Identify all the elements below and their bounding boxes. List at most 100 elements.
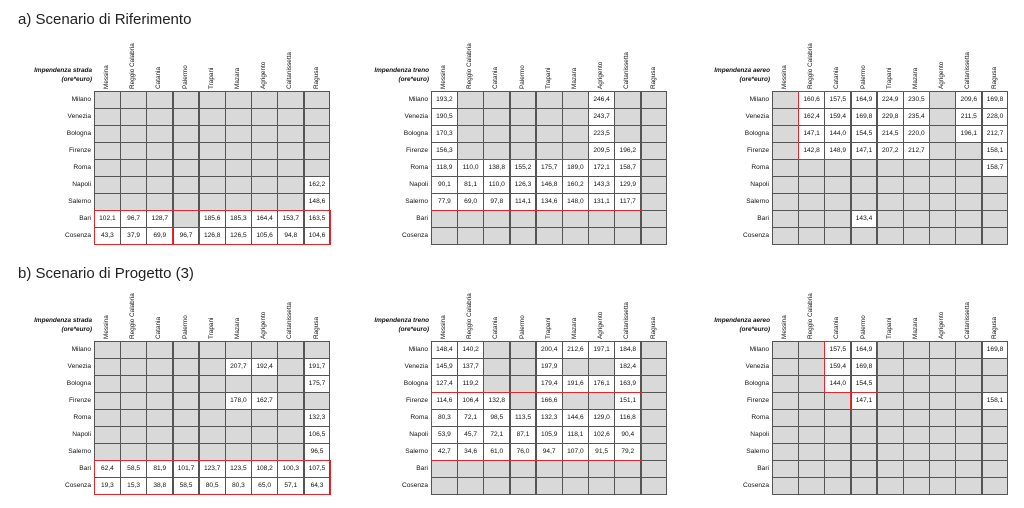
matrix-label: Impendenza treno xyxy=(374,317,429,324)
matrix-cell xyxy=(146,159,174,177)
matrix-cell xyxy=(277,125,305,143)
matrix-cell: 158,7 xyxy=(981,159,1009,177)
row-header: Salerno xyxy=(405,448,428,455)
matrix-cell xyxy=(483,108,511,126)
matrix-cell xyxy=(303,159,331,177)
matrix-cell xyxy=(483,142,511,160)
matrix-cell: 144,0 xyxy=(824,375,852,393)
matrix-cell xyxy=(772,341,799,359)
matrix-cell: 176,1 xyxy=(588,375,615,393)
column-header: Ragusa xyxy=(649,316,657,339)
matrix-cell xyxy=(955,426,983,444)
matrix-cell xyxy=(798,193,825,211)
matrix-cell xyxy=(640,227,668,245)
matrix-cell xyxy=(277,159,305,177)
matrix-cell xyxy=(562,91,589,109)
matrix-cell: 184,8 xyxy=(614,341,642,359)
matrix-cell: 128,7 xyxy=(146,210,174,228)
matrix-cell: 162,2 xyxy=(303,176,331,194)
matrix-cell xyxy=(876,341,904,359)
matrix-cell xyxy=(824,443,852,461)
matrix-cell: 58,5 xyxy=(120,460,147,478)
matrix-cell xyxy=(903,193,930,211)
matrix-cell xyxy=(94,426,121,444)
matrix-cell xyxy=(772,375,799,393)
matrix-cell xyxy=(876,426,904,444)
matrix-cell xyxy=(146,341,174,359)
row-header: Roma xyxy=(751,164,769,171)
row-header: Salerno xyxy=(405,198,428,205)
matrix-cell xyxy=(120,108,147,126)
column-header: Catania xyxy=(833,316,841,339)
matrix-cell: 19,3 xyxy=(94,477,121,495)
matrix-cell xyxy=(509,460,537,478)
matrix-cell xyxy=(277,341,305,359)
matrix-cell xyxy=(955,460,983,478)
matrix-cell xyxy=(562,477,589,495)
matrix-cell xyxy=(929,210,956,228)
row-header: Bari xyxy=(79,465,91,472)
matrix-cell xyxy=(929,392,956,410)
matrix-cell: 179,4 xyxy=(535,375,563,393)
matrix-cell: 143,3 xyxy=(588,176,615,194)
row-header: Bologna xyxy=(66,130,91,137)
matrix-cell: 223,5 xyxy=(588,125,615,143)
matrix-cell xyxy=(483,91,511,109)
matrix-cell xyxy=(120,409,147,427)
row-header: Bologna xyxy=(744,380,769,387)
matrix-cell xyxy=(850,193,878,211)
matrix-cell xyxy=(640,409,668,427)
matrix-cell xyxy=(824,193,852,211)
matrix-cell xyxy=(955,443,983,461)
matrix-cell xyxy=(172,358,200,376)
matrix-cell: 62,4 xyxy=(94,460,121,478)
row-header: Milano xyxy=(408,346,428,353)
matrix-cell xyxy=(172,443,200,461)
matrix-cell xyxy=(640,193,668,211)
matrix-cell xyxy=(981,409,1009,427)
matrix-cell: 64,3 xyxy=(303,477,331,495)
row-header: Cosenza xyxy=(742,232,769,239)
matrix-cell xyxy=(251,108,278,126)
row-header: Bari xyxy=(416,465,428,472)
row-header: Napoli xyxy=(409,431,428,438)
row-header: Napoli xyxy=(750,431,769,438)
matrix-cell xyxy=(640,341,668,359)
matrix-label: (ore*euro) xyxy=(61,76,92,83)
matrix-cell xyxy=(562,392,589,410)
matrix-cell xyxy=(772,358,799,376)
matrix-cell xyxy=(876,409,904,427)
matrix-cell: 90,1 xyxy=(431,176,458,194)
matrix-cell xyxy=(509,358,537,376)
matrix-cell: 126,3 xyxy=(509,176,537,194)
matrix-cell xyxy=(640,108,668,126)
matrix-cell: 158,1 xyxy=(981,392,1009,410)
matrix-cell xyxy=(772,443,799,461)
row-header: Cosenza xyxy=(742,482,769,489)
column-header: Caltanissetta xyxy=(623,52,631,89)
matrix-cell xyxy=(798,460,825,478)
matrix-cell xyxy=(431,210,458,228)
matrix-cell xyxy=(850,227,878,245)
matrix-cell xyxy=(903,409,930,427)
matrix-cell xyxy=(929,91,956,109)
matrix-label: (ore*euro) xyxy=(61,326,92,333)
matrix-cell xyxy=(772,159,799,177)
matrix-cell xyxy=(146,426,174,444)
column-header: Agrigento xyxy=(260,61,268,89)
matrix-cell xyxy=(457,125,484,143)
matrix-cell xyxy=(94,375,121,393)
matrix-cell xyxy=(640,375,668,393)
matrix-cell xyxy=(457,91,484,109)
column-header: Agrigento xyxy=(597,61,605,89)
matrix-cell: 80,3 xyxy=(431,409,458,427)
matrix-cell xyxy=(588,227,615,245)
matrix-cell xyxy=(772,142,799,160)
matrix-cell xyxy=(225,159,252,177)
matrix-cell xyxy=(955,193,983,211)
matrix-cell: 200,4 xyxy=(535,341,563,359)
matrix-cell xyxy=(225,125,252,143)
matrix-cell xyxy=(876,227,904,245)
matrix-cell xyxy=(640,392,668,410)
matrix-cell xyxy=(903,176,930,194)
